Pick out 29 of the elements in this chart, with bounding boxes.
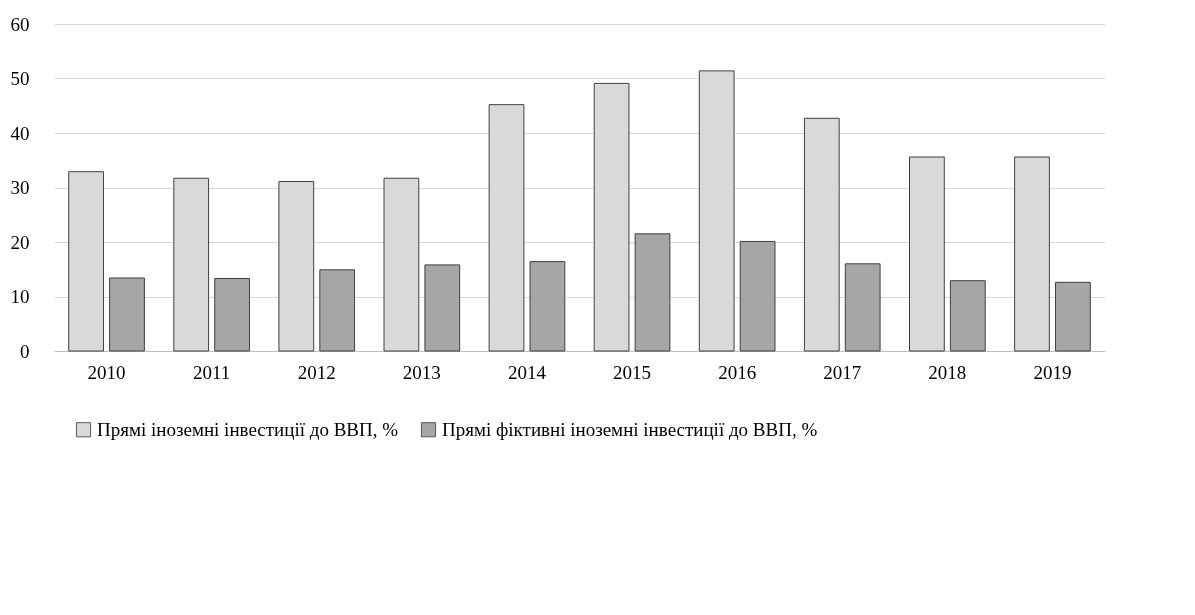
- bar: [634, 233, 671, 352]
- y-tick-label: 30: [10, 177, 30, 198]
- bar: [319, 269, 356, 352]
- legend-label: Прямі іноземні інвестиції до ВВП, %: [97, 418, 399, 440]
- x-tick-label: 2019: [1033, 361, 1072, 383]
- bar: [214, 278, 250, 352]
- bar: [739, 240, 776, 352]
- bar: [424, 264, 461, 352]
- legend-label: Прямі фіктивні іноземні інвестиції до ВВП, %: [442, 418, 818, 440]
- y-tick-label: 10: [10, 286, 30, 307]
- y-tick-label: 60: [10, 13, 30, 35]
- bar: [844, 263, 881, 352]
- x-tick-label: 2014: [507, 361, 547, 383]
- x-tick-label: 2010: [87, 361, 126, 383]
- bar: [109, 277, 145, 352]
- x-tick-label: 2017: [823, 361, 862, 383]
- y-tick-label: 20: [10, 231, 30, 253]
- y-tick-label: 50: [10, 68, 30, 89]
- x-tick-label: 2015: [613, 361, 652, 383]
- x-tick-label: 2011: [193, 361, 231, 383]
- y-tick-label: 40: [10, 122, 30, 144]
- bar: [1055, 281, 1091, 352]
- x-tick-label: 2018: [928, 361, 967, 383]
- y-tick-label: 0: [20, 340, 30, 362]
- bar: [949, 280, 986, 352]
- bar: [529, 261, 566, 352]
- x-tick-label: 2016: [718, 361, 757, 383]
- x-tick-label: 2012: [297, 361, 336, 383]
- x-tick-label: 2013: [402, 361, 441, 383]
